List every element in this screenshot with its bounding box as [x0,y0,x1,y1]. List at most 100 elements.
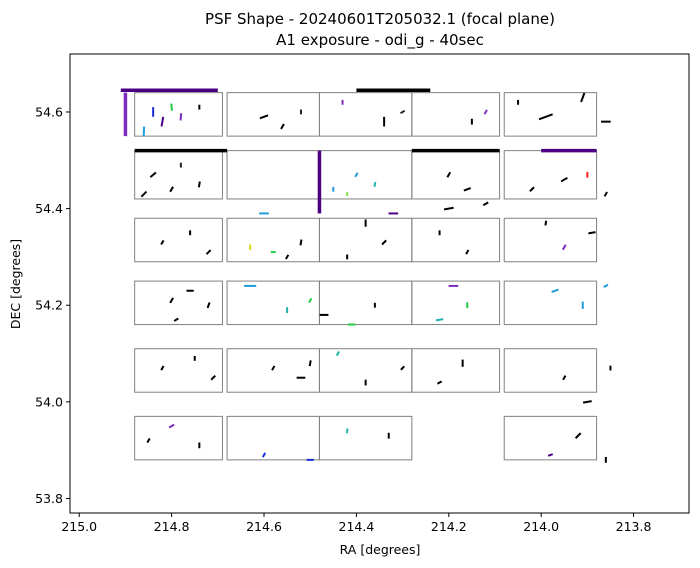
psf-whisker-26 [373,181,377,188]
psf-whisker-32 [443,206,454,211]
chip-outline-r2-c0 [134,217,223,263]
plot-area-frame [69,53,690,514]
x-tick-label-3: 214.4 [339,519,375,534]
psf-whisker-33 [560,176,568,183]
x-tick-label-2: 214.6 [246,519,282,534]
y-tick-label-2: 54.2 [35,298,63,313]
chip-outline-r3-c0 [134,280,223,326]
psf-whisker-29 [446,171,452,178]
chip-outline-r4-c3 [411,348,501,393]
psf-whisker-55 [173,317,179,322]
psf-whisker-58 [308,297,313,304]
y-tick-label-0: 53.8 [35,491,63,506]
psf-whiskers [120,88,612,463]
psf-whisker-71 [271,365,276,371]
psf-whisker-15 [538,113,553,121]
psf-whisker-2 [170,103,173,111]
x-axis-label: RA [degrees] [340,542,421,557]
psf-whisker-42 [285,254,290,260]
psf-whisker-67 [603,283,609,288]
y-axis: 53.8 54.0 54.2 54.4 54.6 [35,104,70,506]
psf-whisker-50 [588,231,596,235]
x-tick-label-0: 215.0 [61,519,97,534]
psf-whisker-80 [582,400,592,404]
psf-whisker-7 [280,123,285,130]
psf-whisker-76 [400,365,406,371]
psf-whisker-36 [529,186,535,193]
y-axis-label: DEC [degrees] [8,239,23,329]
psf-whisker-13 [483,109,488,115]
x-tick-label-6: 213.8 [616,519,652,534]
chip-outline-r5-c1 [226,415,320,461]
x-tick-label-5: 214.0 [523,519,559,534]
psf-whisker-25 [354,172,359,178]
chip-outline-r4-c1 [226,348,320,393]
chip-outline-r5-c0 [134,415,223,461]
chip-outline-r0-c2 [318,92,413,137]
psf-whisker-1 [160,116,165,127]
chip-outline-r0-c4 [503,92,598,137]
chip-outline-r5-c2 [318,415,413,461]
chip-outline-r3-c1 [226,280,320,326]
psf-whisker-87 [345,428,349,434]
psf-whisker-4 [179,113,183,121]
chip-outline-r2-c1 [226,217,320,263]
psf-whisker-73 [308,360,312,367]
chip-outline-r3-c2 [318,280,413,326]
chip-outlines [134,92,598,461]
chip-outline-r0-c3 [411,92,501,137]
psf-whisker-49 [561,244,567,251]
psf-whisker-48 [465,249,470,255]
psf-whisker-6 [259,114,269,120]
chip-outline-r3-c3 [411,280,501,326]
chip-outline-r1-c3 [411,150,501,200]
psf-whisker-78 [436,380,443,385]
chip-outline-r4-c4 [503,348,598,393]
psf-whisker-11 [400,109,406,115]
chip-outline-r1-c4 [503,150,598,200]
chip-outline-r5-c4 [503,415,598,461]
psf-whisker-68 [160,365,165,371]
psf-whisker-18 [149,171,157,178]
psf-whisker-43 [299,239,303,246]
psf-whisker-79 [562,375,567,381]
y-tick-label-3: 54.4 [35,201,63,216]
psf-whisker-39 [205,249,212,255]
psf-whisker-54 [206,302,211,309]
psf-whisker-31 [482,201,489,207]
psf-whisker-35 [603,191,608,197]
chip-outline-r4-c2 [318,348,413,393]
chip-outline-r4-c0 [134,348,223,393]
chip-outline-r3-c4 [503,280,598,326]
psf-whisker-21 [197,181,201,188]
chip-outline-r2-c3 [411,217,501,263]
x-tick-label-4: 214.2 [431,519,467,534]
psf-whisker-65 [551,288,559,293]
psf-whisker-85 [261,452,267,458]
y-tick-label-1: 54.0 [35,394,63,409]
y-tick-label-4: 54.6 [35,104,63,119]
psf-whisker-19 [169,186,174,193]
chip-outline-r2-c4 [503,217,598,263]
psf-whisker-64 [435,318,444,322]
chart-subtitle: A1 exposure - odi_g - 40sec [276,31,484,50]
chip-outline-r1-c1 [226,150,320,200]
psf-whisker-82 [168,423,175,429]
psf-whisker-74 [335,350,340,357]
psf-whisker-52 [169,297,174,304]
chart-title: PSF Shape - 20240601T205032.1 (focal pla… [205,10,555,28]
psf-whisker-37 [160,239,165,246]
x-tick-label-1: 214.8 [154,519,190,534]
psf-whisker-16 [580,92,586,103]
chip-outline-r0-c1 [226,92,320,137]
chip-outline-r1-c0 [134,150,223,200]
psf-whisker-45 [381,239,387,246]
psf-whisker-30 [463,187,472,192]
chip-outline-r0-c0 [134,92,223,137]
psf-whisker-51 [544,220,548,226]
psf-whisker-83 [146,437,151,444]
psf-whisker-22 [140,190,148,198]
psf-whisker-70 [210,374,216,381]
x-axis: 215.0 214.8 214.6 214.4 214.2 214.0 213.8 [61,513,652,534]
